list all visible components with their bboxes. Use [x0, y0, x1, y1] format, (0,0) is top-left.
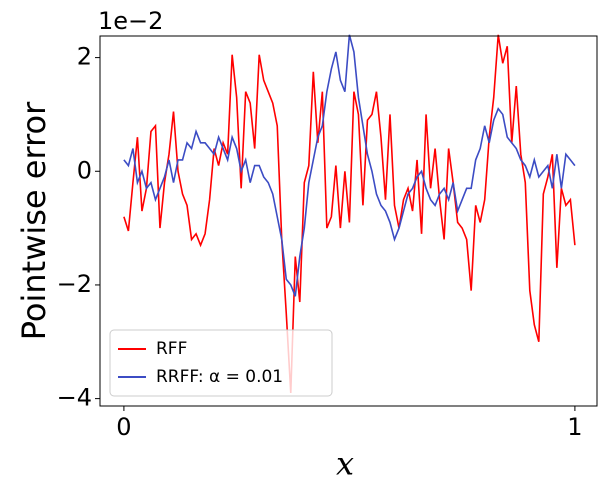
y-tick-label: 0	[77, 156, 92, 184]
x-axis-label: x	[336, 445, 354, 483]
y-tick-label: −4	[57, 384, 92, 412]
series-line	[123, 34, 576, 393]
x-tick-label: 0	[116, 413, 131, 441]
y-tick-label: 2	[77, 43, 92, 71]
legend-label: RFF	[156, 339, 187, 359]
legend-label: RRFF: α = 0.01	[156, 367, 283, 387]
y-axis-label: Pointwise error	[15, 101, 53, 340]
x-tick-label: 1	[567, 413, 582, 441]
series-line	[123, 34, 576, 297]
plot-frame	[99, 35, 598, 407]
y-tick-label: −2	[57, 270, 92, 298]
legend-box	[109, 329, 333, 397]
y-offset-text: 1e−2	[98, 7, 163, 35]
